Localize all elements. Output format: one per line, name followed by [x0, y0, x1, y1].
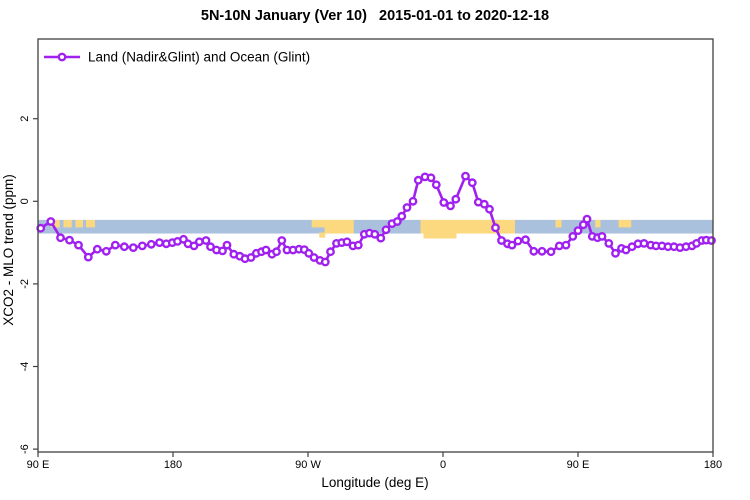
data-point-marker [137, 241, 147, 251]
data-point-marker [155, 238, 164, 248]
y-tick-label: 0 [19, 198, 31, 204]
land-patch [420, 219, 515, 234]
chart-title: 5N-10N January (Ver 10) 2015-01-01 to 20… [200, 8, 550, 24]
legend-label: Land (Nadir&Glint) and Ocean (Glint) [88, 50, 310, 65]
y-tick-label: -4 [19, 362, 31, 372]
y-tick-label: -6 [19, 444, 31, 454]
data-point-marker [537, 246, 547, 256]
data-point-marker [513, 236, 523, 246]
data-point-marker [261, 245, 271, 255]
x-tick-label: 180 [164, 459, 182, 471]
data-point-marker [101, 246, 111, 256]
data-point-marker [277, 236, 287, 245]
x-tick-label: 90 E [27, 459, 50, 471]
data-point-marker [639, 238, 649, 248]
y-tick-label: 2 [19, 116, 31, 122]
x-tick-label: 180 [704, 459, 722, 471]
data-point-marker [604, 238, 614, 248]
data-point-marker [467, 178, 477, 188]
data-point-marker [707, 236, 716, 245]
x-axis-title: Longitude (deg E) [321, 475, 428, 490]
data-point-marker [218, 246, 227, 256]
data-point-marker [353, 240, 363, 250]
land-patch [63, 219, 72, 228]
y-tick-label: -2 [19, 279, 31, 289]
data-point-marker [461, 171, 470, 181]
data-point-marker [342, 237, 352, 247]
data-point-marker [529, 246, 539, 256]
data-point-marker [491, 223, 500, 233]
data-point-marker [194, 237, 204, 247]
data-point-marker [521, 235, 530, 245]
data-point-marker [392, 217, 402, 226]
legend-marker-icon [57, 52, 67, 62]
data-point-marker [320, 257, 330, 267]
land-patch [50, 219, 60, 228]
data-point-marker [554, 241, 564, 251]
land-coast-bump [319, 232, 326, 238]
data-point-marker [189, 241, 199, 251]
data-point-marker [146, 239, 156, 249]
x-tick-label: 90 E [567, 459, 590, 471]
x-tick-label: 90 W [295, 459, 321, 471]
data-point-marker [304, 248, 314, 258]
data-point-marker [92, 244, 102, 254]
data-point-marker [246, 253, 256, 262]
data-point-marker [485, 204, 494, 214]
data-point-marker [578, 220, 588, 230]
data-point-marker [222, 240, 232, 250]
land-patch [555, 219, 562, 228]
data-point-marker [376, 233, 386, 243]
plot-border [37, 38, 714, 453]
data-point-marker [65, 235, 74, 245]
data-point-marker [119, 242, 129, 252]
land-patch [86, 219, 95, 228]
data-point-marker [439, 198, 449, 207]
plot-generated-layer: 90 E 180 90 W 0 90 E 180 2 0 -2 -4 -6 [19, 38, 722, 471]
data-point-marker [611, 248, 620, 258]
data-point-marker [573, 226, 583, 236]
data-point-marker [426, 173, 436, 183]
data-point-marker [597, 231, 607, 241]
land-patch [311, 219, 325, 228]
data-point-marker [74, 240, 83, 250]
land-patch [75, 219, 83, 228]
data-point-marker [507, 240, 517, 250]
data-point-marker [370, 229, 380, 239]
data-point-marker [408, 196, 418, 206]
data-point-marker [128, 243, 138, 253]
data-point-marker [561, 240, 571, 250]
data-point-marker [83, 252, 93, 262]
land-patch [618, 219, 632, 228]
data-point-marker [431, 180, 441, 190]
ocean-strip [38, 219, 713, 234]
land-patch [595, 219, 601, 228]
data-point-marker [326, 247, 335, 257]
y-axis-title: XCO2 - MLO trend (ppm) [1, 174, 16, 326]
land-coast-bump [423, 232, 457, 239]
data-point-marker [451, 194, 461, 204]
data-point-marker [201, 236, 211, 245]
data-point-marker [110, 240, 120, 250]
data-point-marker [413, 175, 423, 185]
data-point-marker [446, 201, 455, 211]
data-point-marker [397, 211, 407, 221]
data-point-marker [402, 203, 412, 212]
data-point-marker [546, 247, 556, 257]
land-patch [324, 219, 354, 234]
data-point-marker [479, 199, 489, 209]
legend: Land (Nadir&Glint) and Ocean (Glint) [44, 50, 310, 65]
data-point-marker [582, 214, 592, 224]
x-tick-label: 0 [440, 459, 446, 471]
data-point-marker [46, 217, 56, 226]
data-point-marker [568, 231, 578, 241]
data-point-marker [381, 225, 391, 235]
data-point-marker [56, 233, 65, 243]
data-point-marker [272, 247, 281, 257]
